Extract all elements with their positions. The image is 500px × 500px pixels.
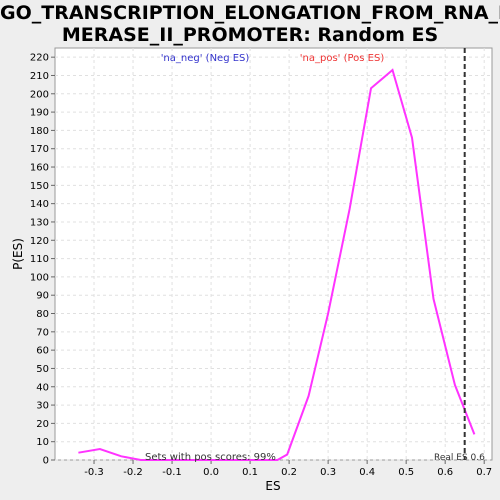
x-axis-ticks: -0.3 -0.2 -0.1 0.0 0.1 0.2 0.3 0.4 0.5 0.6 0.7 (84, 460, 492, 478)
y-tick-label: 0 (43, 456, 49, 467)
y-tick-label: 30 (36, 401, 49, 412)
x-tick-label: 0.6 (437, 467, 453, 478)
y-tick-label: 60 (36, 346, 49, 357)
y-tick-label: 170 (30, 144, 49, 155)
x-tick-label: 0.5 (398, 467, 414, 478)
y-axis-ticks: 0 10 20 30 40 50 60 70 80 90 100 110 120 130 140 150 160… (30, 53, 55, 467)
y-tick-label: 100 (30, 272, 49, 283)
y-tick-label: 150 (30, 181, 49, 192)
y-tick-label: 50 (36, 364, 49, 375)
pos-scores-annotation: Sets with pos scores: 99% (145, 452, 276, 463)
y-tick-label: 40 (36, 382, 49, 393)
x-tick-label: 0.3 (320, 467, 336, 478)
y-tick-label: 160 (30, 163, 49, 174)
chart-title-line-1: GO_TRANSCRIPTION_ELONGATION_FROM_RNA_POL… (0, 2, 500, 24)
y-tick-label: 200 (30, 89, 49, 100)
y-tick-label: 220 (30, 53, 49, 64)
x-tick-label: 0.2 (281, 467, 297, 478)
x-tick-label: -0.1 (162, 467, 182, 478)
y-tick-label: 80 (36, 309, 49, 320)
y-tick-label: 20 (36, 419, 49, 430)
es-series-line (78, 68, 476, 461)
x-tick-label: -0.3 (84, 467, 104, 478)
y-tick-label: 10 (36, 437, 49, 448)
y-tick-label: 120 (30, 236, 49, 247)
y-tick-label: 70 (36, 327, 49, 338)
plot-area (54, 47, 493, 461)
x-axis-label: ES (265, 479, 280, 493)
x-tick-label: 0.4 (359, 467, 375, 478)
grid (55, 48, 492, 461)
y-tick-label: 210 (30, 71, 49, 82)
x-tick-label: 0.7 (476, 467, 492, 478)
legend-pos-label: 'na_pos' (Pos ES) (300, 53, 385, 64)
real-es-annotation: Real ES 0.6 (434, 453, 485, 463)
y-tick-label: 140 (30, 199, 49, 210)
y-tick-label: 110 (30, 254, 49, 265)
x-tick-label: 0.0 (203, 467, 219, 478)
y-tick-label: 190 (30, 108, 49, 119)
y-axis-label: P(ES) (11, 238, 25, 270)
x-tick-label: -0.2 (123, 467, 143, 478)
legend-neg-label: 'na_neg' (Neg ES) (161, 53, 250, 64)
y-tick-label: 90 (36, 291, 49, 302)
y-tick-label: 130 (30, 217, 49, 228)
y-tick-label: 180 (30, 126, 49, 137)
x-tick-label: 0.1 (242, 467, 258, 478)
